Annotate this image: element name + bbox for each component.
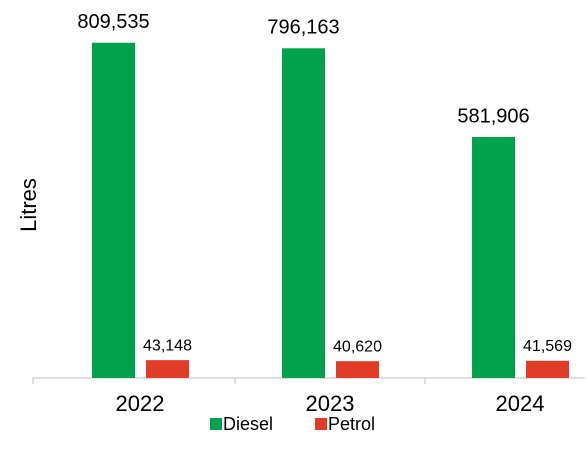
y-axis-label: Litres xyxy=(16,178,41,232)
value-label: 796,163 xyxy=(267,17,339,39)
legend-swatch xyxy=(315,418,327,430)
legend-label: Diesel xyxy=(223,414,273,434)
x-tick-label: 2023 xyxy=(306,391,355,416)
legend-swatch xyxy=(210,418,222,430)
bar xyxy=(526,360,569,378)
x-tick-label: 2022 xyxy=(116,391,165,416)
value-label: 809,535 xyxy=(77,11,149,33)
value-label: 40,620 xyxy=(333,338,382,355)
bar xyxy=(92,42,135,379)
value-label: 581,906 xyxy=(457,105,529,127)
bar xyxy=(472,137,515,378)
bar xyxy=(282,48,325,378)
value-label: 43,148 xyxy=(143,337,192,354)
bar xyxy=(336,361,379,378)
bar xyxy=(146,360,189,378)
legend-label: Petrol xyxy=(328,414,375,434)
value-label: 41,569 xyxy=(523,338,572,355)
x-tick-label: 2024 xyxy=(496,391,545,416)
